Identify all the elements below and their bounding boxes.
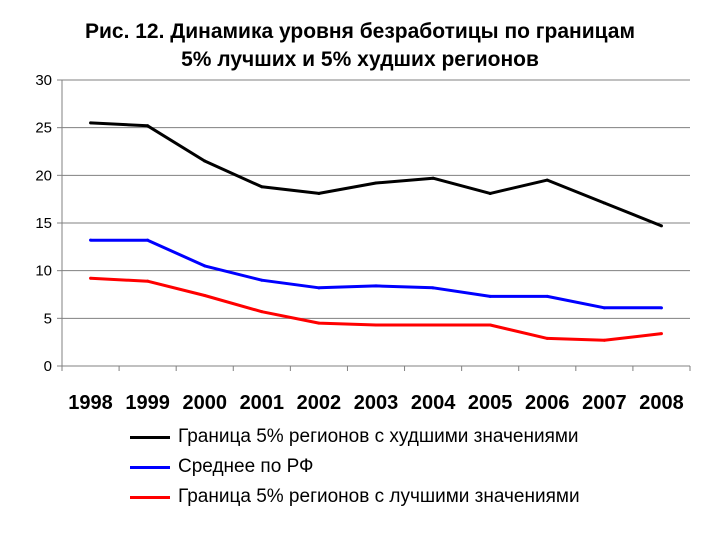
x-tick-label-2004: 2004 bbox=[411, 392, 456, 414]
series-0-point-2003 bbox=[374, 181, 378, 185]
y-tick-label-15: 15 bbox=[35, 215, 52, 232]
series-0-point-2001 bbox=[260, 185, 264, 189]
series-2-point-1999 bbox=[146, 279, 150, 283]
series-2-point-2008 bbox=[659, 332, 663, 336]
series-1-point-2008 bbox=[659, 306, 663, 310]
series-line-0 bbox=[90, 121, 663, 228]
legend-swatch-worst bbox=[130, 435, 170, 439]
x-tick-label-2006: 2006 bbox=[525, 392, 570, 414]
x-tick-label-2000: 2000 bbox=[182, 392, 227, 414]
legend-label-average: Среднее по РФ bbox=[178, 456, 314, 477]
series-1-point-2006 bbox=[545, 294, 549, 298]
x-tick-label-2001: 2001 bbox=[240, 392, 285, 414]
series-2-point-2003 bbox=[374, 323, 378, 327]
legend-label-worst: Граница 5% регионов с худшими значениями bbox=[178, 426, 579, 447]
series-0-point-2004 bbox=[431, 176, 435, 180]
series-1-point-1999 bbox=[146, 238, 150, 242]
legend-swatch-best bbox=[130, 495, 170, 499]
x-tick-label-2008: 2008 bbox=[639, 392, 684, 414]
series-1-point-2004 bbox=[431, 286, 435, 290]
series-2-point-2001 bbox=[260, 310, 264, 314]
y-tick-label-5: 5 bbox=[44, 310, 52, 327]
series-0-point-2006 bbox=[545, 178, 549, 182]
series-2-point-2002 bbox=[317, 321, 321, 325]
series-0-point-1998 bbox=[89, 121, 93, 125]
series-1-point-2005 bbox=[488, 294, 492, 298]
series-1-point-2007 bbox=[602, 306, 606, 310]
legend-item-best: Граница 5% регионов с лучшими значениями bbox=[130, 482, 580, 512]
series-line-1 bbox=[90, 238, 662, 310]
series-1-point-2000 bbox=[203, 264, 207, 268]
x-tick-label-2005: 2005 bbox=[468, 392, 513, 414]
x-tick-label-2007: 2007 bbox=[582, 392, 627, 414]
series-1-point-2003 bbox=[374, 284, 378, 288]
series-0-point-2002 bbox=[317, 191, 321, 195]
series-0-point-2008 bbox=[659, 224, 663, 228]
series-2-point-2000 bbox=[203, 293, 207, 297]
legend-item-worst: Граница 5% регионов с худшими значениями bbox=[130, 422, 580, 452]
x-tick-label-2003: 2003 bbox=[354, 392, 399, 414]
x-tick-label-1999: 1999 bbox=[125, 392, 170, 414]
series-2-point-1998 bbox=[89, 276, 93, 280]
series-1-point-2001 bbox=[260, 278, 264, 282]
legend-swatch-average bbox=[130, 465, 170, 469]
line-chart: 0 5 10 15 20 25 30 1998 1999 2000 2001 2002 2003 2004… bbox=[35, 72, 691, 414]
series-0-point-2000 bbox=[203, 159, 207, 163]
series-line-2 bbox=[90, 276, 662, 342]
series-1-point-1998 bbox=[89, 238, 93, 242]
chart-legend: Граница 5% регионов с худшими значениями… bbox=[130, 422, 580, 512]
chart-title-line-2: 5% лучших и 5% худших регионов bbox=[181, 48, 539, 71]
legend-label-best: Граница 5% регионов с лучшими значениями bbox=[178, 486, 580, 507]
series-1-point-2002 bbox=[317, 286, 321, 290]
y-tick-label-30: 30 bbox=[35, 72, 52, 89]
y-tick-label-0: 0 bbox=[44, 358, 52, 375]
series-2-point-2004 bbox=[431, 323, 435, 327]
y-tick-label-10: 10 bbox=[35, 263, 52, 280]
series-0-point-2005 bbox=[488, 191, 492, 195]
y-tick-label-25: 25 bbox=[35, 120, 52, 137]
series-2-point-2005 bbox=[488, 323, 492, 327]
series-2-point-2006 bbox=[545, 336, 549, 340]
chart-title-line-1: Рис. 12. Динамика уровня безработицы по … bbox=[84, 20, 636, 43]
chart-title: Рис. 12. Динамика уровня безработицы по … bbox=[40, 18, 680, 74]
x-tick-label-1998: 1998 bbox=[68, 392, 113, 414]
legend-item-average: Среднее по РФ bbox=[130, 452, 580, 482]
series-0-point-1999 bbox=[146, 124, 150, 128]
series-0-point-2007 bbox=[602, 201, 606, 205]
series-2-point-2007 bbox=[602, 338, 606, 342]
y-tick-label-20: 20 bbox=[35, 167, 52, 184]
x-tick-label-2002: 2002 bbox=[297, 392, 342, 414]
